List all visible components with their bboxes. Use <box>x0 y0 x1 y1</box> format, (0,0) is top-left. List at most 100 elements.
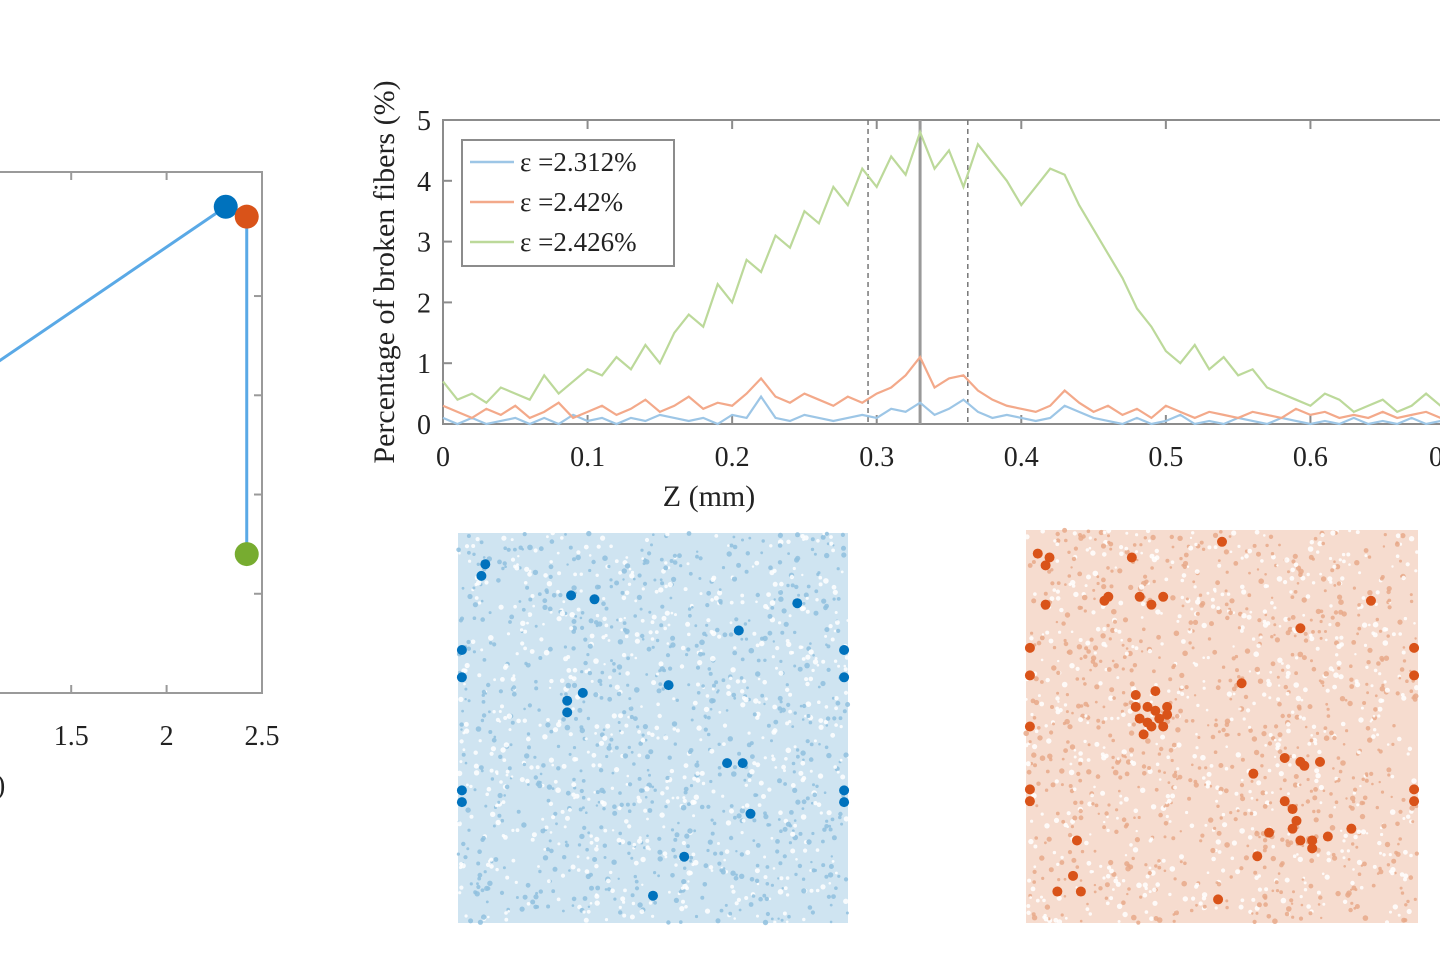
fiber <box>1284 911 1290 917</box>
fiber <box>1167 689 1171 693</box>
fiber <box>1117 568 1123 574</box>
fiber <box>1041 633 1045 636</box>
broken-fiber-point <box>1252 851 1263 862</box>
fiber <box>1052 588 1057 592</box>
fiber <box>710 577 716 582</box>
fiber <box>618 570 622 575</box>
fiber <box>1332 855 1338 861</box>
fiber <box>1256 568 1260 571</box>
fiber <box>1125 702 1129 707</box>
fiber <box>763 855 767 859</box>
fiber <box>1237 675 1241 679</box>
fiber <box>671 796 675 800</box>
fiber <box>824 552 830 559</box>
fiber <box>1125 531 1129 535</box>
fiber <box>579 727 585 734</box>
fiber <box>1278 771 1284 777</box>
fiber <box>1155 762 1160 767</box>
fiber <box>1289 576 1295 581</box>
fiber <box>733 875 739 881</box>
fiber <box>1046 836 1052 842</box>
fiber <box>646 817 649 821</box>
fiber <box>647 808 653 813</box>
fiber <box>689 784 694 788</box>
fiber <box>1119 801 1123 805</box>
fiber <box>633 874 637 879</box>
fiber <box>809 769 813 773</box>
fiber <box>817 773 824 779</box>
fiber <box>702 882 708 887</box>
fiber <box>793 819 797 822</box>
fiber <box>740 593 745 598</box>
fiber <box>806 584 811 589</box>
fiber <box>739 676 744 680</box>
fiber <box>628 567 632 571</box>
fiber <box>468 559 472 563</box>
fiber <box>1106 528 1112 534</box>
fiber <box>1156 917 1163 923</box>
fiber <box>768 897 772 901</box>
fiber <box>576 855 580 859</box>
fiber <box>516 809 521 814</box>
fiber <box>717 742 721 746</box>
fiber <box>1246 844 1250 848</box>
fiber <box>1358 717 1364 723</box>
fiber <box>508 620 512 624</box>
fiber <box>777 778 782 784</box>
fiber <box>729 804 734 808</box>
fiber <box>670 611 674 615</box>
fiber <box>1199 540 1204 545</box>
fiber <box>1176 690 1181 695</box>
fiber <box>755 863 760 868</box>
fiber <box>456 852 460 856</box>
fiber <box>1037 726 1041 730</box>
fiber <box>801 807 805 810</box>
fiber <box>1095 626 1101 632</box>
broken-fiber-point <box>1052 886 1063 897</box>
fiber <box>1323 726 1328 730</box>
fiber <box>1060 855 1064 860</box>
fiber <box>661 568 666 574</box>
fiber <box>459 760 463 764</box>
fiber <box>609 544 613 549</box>
fiber <box>1122 617 1129 623</box>
fiber <box>669 768 675 774</box>
fiber <box>1401 650 1406 655</box>
fiber <box>1320 614 1325 619</box>
fiber <box>1024 534 1030 540</box>
fiber <box>1273 606 1277 610</box>
fiber <box>687 749 693 755</box>
fiber <box>604 918 609 922</box>
fiber <box>1223 788 1229 794</box>
fiber <box>831 894 836 899</box>
fiber <box>459 862 464 867</box>
series-line-0 <box>442 394 1440 426</box>
fiber <box>1261 731 1267 737</box>
fiber <box>680 804 687 811</box>
fiber <box>1339 635 1344 640</box>
fiber <box>1081 594 1088 601</box>
fiber <box>617 877 620 880</box>
fiber <box>1127 708 1133 714</box>
fiber <box>657 874 660 878</box>
fiber <box>1367 590 1373 596</box>
fiber <box>1312 795 1318 801</box>
fiber <box>601 601 606 606</box>
fiber <box>1184 719 1189 723</box>
fiber <box>1134 837 1140 843</box>
fiber <box>1259 635 1263 639</box>
fiber <box>1382 640 1389 646</box>
fiber <box>1169 866 1176 872</box>
fiber <box>634 632 640 637</box>
fiber <box>1350 795 1356 801</box>
fiber <box>548 646 553 652</box>
fiber <box>620 730 624 735</box>
fiber <box>574 615 578 618</box>
fiber <box>796 754 800 759</box>
fiber <box>1121 817 1127 822</box>
fiber <box>1205 708 1209 712</box>
fiber <box>748 902 754 907</box>
fiber <box>1366 691 1369 695</box>
fiber <box>1229 550 1233 554</box>
fiber <box>1040 895 1043 899</box>
